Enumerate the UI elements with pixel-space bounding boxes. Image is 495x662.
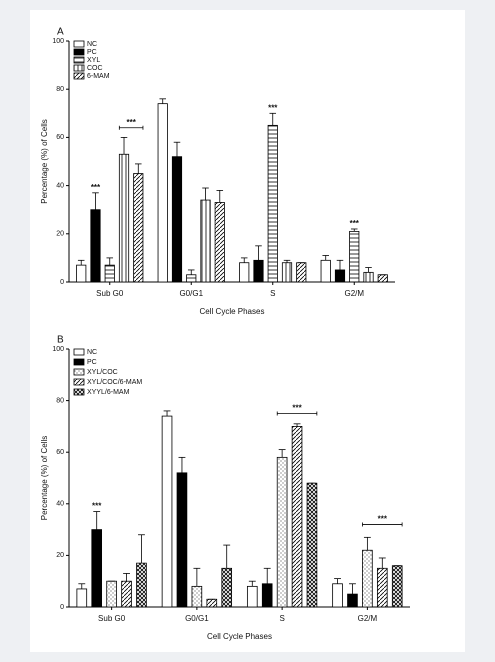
bar xyxy=(176,472,188,608)
x-tick-label: G2/M xyxy=(358,614,378,623)
legend-label: NC xyxy=(87,41,97,48)
legend-swatch xyxy=(73,388,85,396)
legend-label: XYL xyxy=(87,57,100,64)
bar xyxy=(121,580,132,608)
bar xyxy=(106,580,117,608)
y-tick-label: 100 xyxy=(52,38,64,45)
bar xyxy=(363,271,374,283)
x-tick-label: S xyxy=(279,614,284,623)
x-tick-label: S xyxy=(270,289,275,298)
x-tick-label: Sub G0 xyxy=(96,289,124,298)
bar xyxy=(376,567,388,608)
legend-swatch xyxy=(73,348,85,356)
y-tick-label: 20 xyxy=(56,552,64,559)
y-axis-title: Percentage (%) of Cells xyxy=(40,119,49,203)
legend-swatch xyxy=(73,56,85,64)
x-tick-label: G0/G1 xyxy=(185,614,209,623)
legend-swatch xyxy=(73,358,85,366)
bar xyxy=(253,259,264,283)
legend-swatch xyxy=(73,378,85,386)
y-tick-label: 80 xyxy=(56,397,64,404)
bar xyxy=(214,202,225,283)
bar xyxy=(296,262,307,283)
legend-swatch xyxy=(73,64,85,72)
y-tick-label: 0 xyxy=(60,279,64,286)
legend-swatch xyxy=(73,368,85,376)
x-axis-title: Cell Cycle Phases xyxy=(207,632,272,641)
x-axis-title: Cell Cycle Phases xyxy=(200,307,265,316)
bar xyxy=(349,230,360,283)
bar xyxy=(171,156,183,283)
legend-label: 6-MAM xyxy=(87,73,110,80)
bracket-label: *** xyxy=(292,404,302,413)
bar xyxy=(186,274,197,283)
y-tick-label: 60 xyxy=(56,134,64,141)
bar xyxy=(276,456,288,608)
legend-swatch xyxy=(73,40,85,48)
bar xyxy=(221,567,233,608)
bar xyxy=(200,199,211,283)
legend-swatch xyxy=(73,72,85,80)
bar xyxy=(206,598,218,608)
bar xyxy=(91,529,103,608)
bar xyxy=(377,274,388,283)
bar xyxy=(332,583,343,608)
significance-label: *** xyxy=(268,103,278,112)
bar xyxy=(334,269,346,283)
bar xyxy=(362,549,373,608)
bar xyxy=(267,124,278,283)
legend-label: COC xyxy=(87,65,103,72)
bar xyxy=(261,583,273,608)
significance-label: *** xyxy=(91,183,101,192)
y-tick-label: 100 xyxy=(52,346,64,353)
legend-label: NC xyxy=(87,349,97,356)
panel-label: B xyxy=(57,335,64,346)
bar xyxy=(291,425,303,608)
y-tick-label: 20 xyxy=(56,231,64,238)
bar xyxy=(136,562,147,608)
bar xyxy=(347,593,358,608)
bar xyxy=(281,262,293,283)
bar xyxy=(191,585,203,608)
bar xyxy=(104,264,115,283)
y-tick-label: 80 xyxy=(56,86,64,93)
bracket-label: *** xyxy=(378,515,388,524)
y-tick-label: 40 xyxy=(56,501,64,508)
legend-swatch xyxy=(73,48,85,56)
legend-label: XYL/COC/6-MAM xyxy=(87,379,142,386)
x-tick-label: G2/M xyxy=(344,289,364,298)
y-axis-title: Percentage (%) of Cells xyxy=(40,436,49,520)
bar xyxy=(76,264,87,283)
bar xyxy=(118,153,130,283)
y-tick-label: 60 xyxy=(56,449,64,456)
legend-label: XYYL/6-MAM xyxy=(87,389,130,396)
bar xyxy=(157,103,168,283)
y-tick-label: 40 xyxy=(56,182,64,189)
bar xyxy=(161,415,173,608)
x-tick-label: Sub G0 xyxy=(98,614,126,623)
bar xyxy=(320,259,331,283)
bar xyxy=(246,585,258,608)
y-tick-label: 0 xyxy=(60,604,64,611)
significance-label: *** xyxy=(92,502,102,511)
legend-label: XYL/COC xyxy=(87,369,118,376)
legend-label: PC xyxy=(87,359,97,366)
bracket-label: *** xyxy=(126,118,136,127)
bar xyxy=(133,173,144,283)
panel-label: A xyxy=(57,27,64,38)
bar xyxy=(391,565,403,608)
bar xyxy=(76,588,88,608)
bar xyxy=(306,482,318,608)
legend-label: PC xyxy=(87,49,97,56)
figure-panel xyxy=(30,10,465,652)
bar xyxy=(239,262,250,283)
significance-label: *** xyxy=(350,219,360,228)
x-tick-label: G0/G1 xyxy=(179,289,203,298)
bar xyxy=(90,209,101,283)
